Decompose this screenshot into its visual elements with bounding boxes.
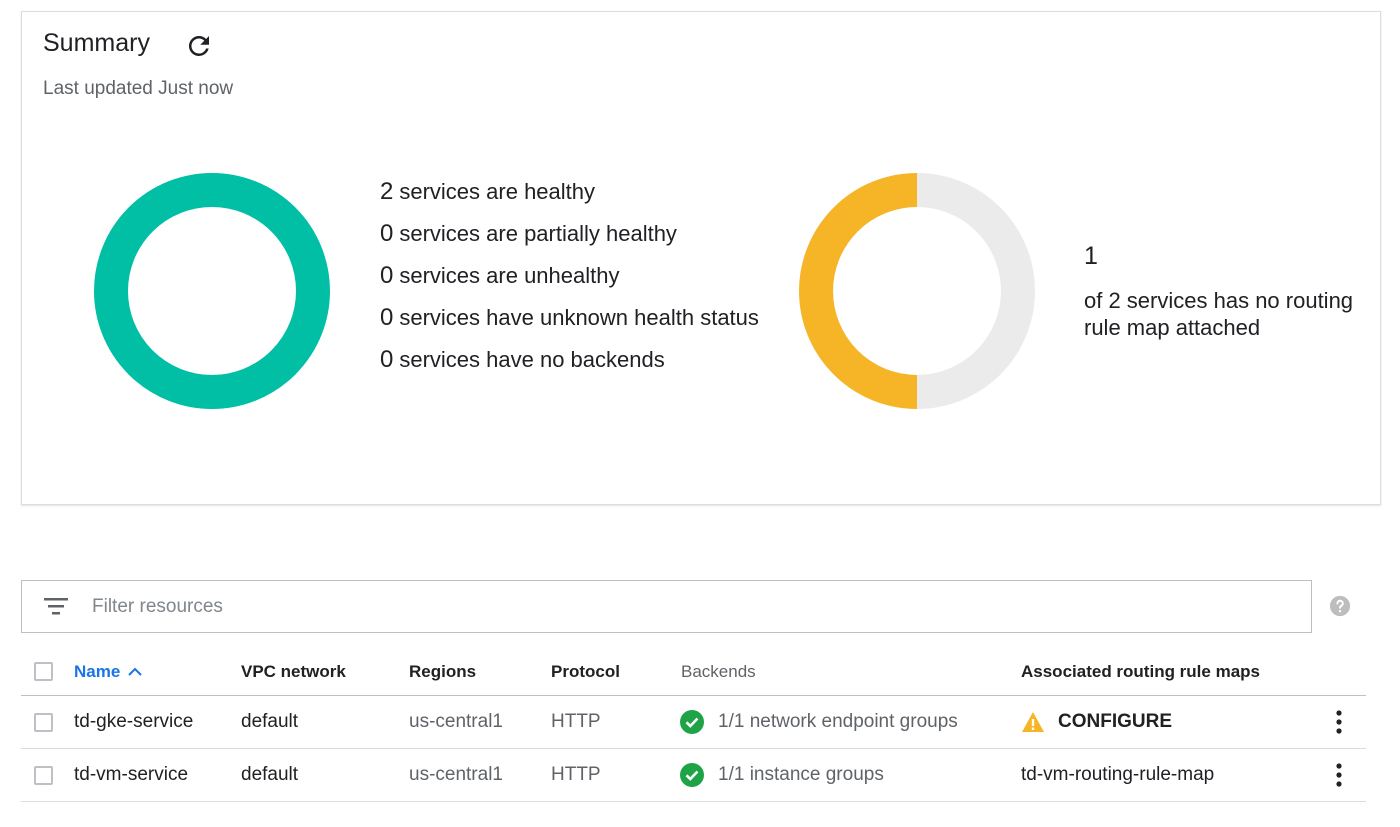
routing-missing-text: of 2 services has no routing rule map at… <box>1084 288 1354 340</box>
service-name[interactable]: td-gke-service <box>74 711 194 732</box>
service-name[interactable]: td-vm-service <box>74 764 189 785</box>
column-header-backends: Backends <box>681 661 756 681</box>
service-backends: 1/1 network endpoint groups <box>680 696 958 748</box>
health-item-no-backends: 0 services have no backends <box>380 346 760 373</box>
health-item-unknown: 0 services have unknown health status <box>380 304 760 331</box>
column-header-name[interactable]: Name <box>74 648 143 695</box>
health-label: services have no backends <box>399 347 665 372</box>
row-select-cell <box>34 749 56 801</box>
health-status-list: 2 services are healthy 0 services are part… <box>380 178 760 388</box>
service-backends: 1/1 instance groups <box>680 749 884 801</box>
service-backends-text: 1/1 instance groups <box>718 764 884 785</box>
routing-donut-chart <box>799 173 1035 409</box>
column-header-protocol: Protocol <box>551 661 620 681</box>
column-header-regions: Regions <box>409 661 477 681</box>
refresh-icon[interactable] <box>184 31 214 61</box>
health-label: services have unknown health status <box>399 305 759 330</box>
service-routing: CONFIGURE <box>1021 696 1172 748</box>
health-count: 0 <box>380 262 394 289</box>
health-item-unhealthy: 0 services are unhealthy <box>380 262 760 289</box>
services-table: Name VPC network Regions Protocol Backen… <box>21 648 1366 802</box>
routing-missing-count: 1 <box>1084 242 1098 270</box>
filter-icon <box>44 598 68 615</box>
health-label: services are partially healthy <box>399 221 677 246</box>
table-row: td-gke-service default us-central1 HTTP … <box>21 696 1366 749</box>
filter-resources-input[interactable] <box>92 591 1292 623</box>
service-backends-text: 1/1 network endpoint groups <box>718 711 958 732</box>
health-label: services are unhealthy <box>399 263 620 288</box>
summary-card: Summary Last updated Just now 2 services … <box>21 11 1381 505</box>
column-header-vpc: VPC network <box>241 661 346 681</box>
service-routing-map-link[interactable]: td-vm-routing-rule-map <box>1021 764 1215 785</box>
table-header-row: Name VPC network Regions Protocol Backen… <box>21 648 1366 696</box>
service-protocol: HTTP <box>551 764 601 785</box>
last-updated-text: Last updated Just now <box>43 78 234 99</box>
service-region: us-central1 <box>409 764 503 785</box>
check-circle-icon <box>680 710 704 734</box>
summary-title: Summary <box>43 29 150 57</box>
row-actions-cell <box>1329 749 1349 801</box>
service-protocol: HTTP <box>551 711 601 732</box>
health-count: 2 <box>380 178 394 205</box>
service-vpc: default <box>241 764 299 785</box>
health-donut-ring <box>94 173 330 409</box>
health-item-healthy: 2 services are healthy <box>380 178 760 205</box>
row-select-cell <box>34 696 56 748</box>
filter-bar <box>21 580 1312 633</box>
service-region: us-central1 <box>409 711 503 732</box>
column-header-routing: Associated routing rule maps <box>1021 661 1260 681</box>
check-circle-icon <box>680 763 704 787</box>
routing-donut-segment <box>799 173 918 409</box>
row-checkbox[interactable] <box>34 712 53 732</box>
sort-ascending-icon[interactable] <box>128 667 143 677</box>
help-icon[interactable] <box>1329 595 1351 617</box>
row-checkbox[interactable] <box>34 765 53 785</box>
service-vpc: default <box>241 711 299 732</box>
health-count: 0 <box>380 304 394 331</box>
row-actions-cell <box>1329 696 1349 748</box>
warning-icon <box>1022 712 1044 732</box>
select-all-cell <box>34 648 56 695</box>
more-vert-icon[interactable] <box>1336 763 1342 787</box>
health-count: 0 <box>380 346 394 373</box>
health-label: services are healthy <box>399 179 596 204</box>
column-header-name-label[interactable]: Name <box>74 661 121 681</box>
table-row: td-vm-service default us-central1 HTTP 1… <box>21 749 1366 802</box>
more-vert-icon[interactable] <box>1336 710 1342 734</box>
select-all-checkbox[interactable] <box>34 662 53 681</box>
health-donut-chart <box>94 173 330 409</box>
configure-routing-button[interactable]: CONFIGURE <box>1058 711 1172 732</box>
health-count: 0 <box>380 220 394 247</box>
health-item-partially-healthy: 0 services are partially healthy <box>380 220 760 247</box>
